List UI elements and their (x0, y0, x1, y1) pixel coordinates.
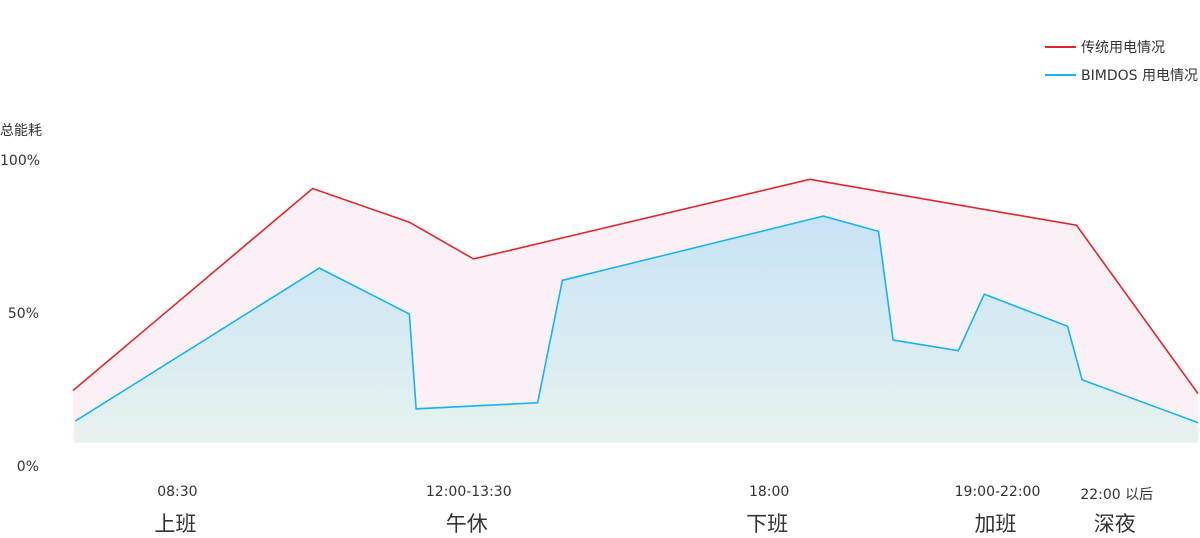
x-tick-time: 12:00-13:30 (425, 484, 512, 500)
x-tick-label: 下班 (746, 512, 789, 536)
x-tick-time: 19:00-22:00 (954, 484, 1041, 500)
legend-swatch (1045, 74, 1077, 76)
x-tick-time: 08:30 (157, 484, 198, 500)
x-tick-time: 22:00 以后 (1080, 487, 1154, 503)
x-tick-label: 深夜 (1093, 512, 1136, 536)
x-tick-label: 上班 (154, 512, 197, 536)
y-tick-label: 50% (7, 306, 39, 322)
y-axis-label: 总能耗 (0, 123, 42, 139)
x-tick-label: 加班 (974, 512, 1017, 536)
y-tick-label: 100% (0, 153, 41, 169)
legend-item-bimdos[interactable]: BIMDOS 用电情况 (1045, 61, 1198, 89)
legend-label: 传统用电情况 (1081, 40, 1166, 56)
legend-swatch (1045, 46, 1077, 48)
y-tick-label: 0% (16, 459, 39, 475)
legend-item-traditional[interactable]: 传统用电情况 (1045, 33, 1198, 61)
series-area-1 (75, 216, 1198, 443)
series-line-0 (72, 178, 1199, 395)
x-tick-label: 午休 (445, 512, 488, 536)
legend-label: BIMDOS 用电情况 (1081, 68, 1198, 84)
x-tick-time: 18:00 (748, 484, 790, 500)
series-line-1 (74, 215, 1199, 424)
legend: 传统用电情况 BIMDOS 用电情况 (1045, 33, 1198, 89)
